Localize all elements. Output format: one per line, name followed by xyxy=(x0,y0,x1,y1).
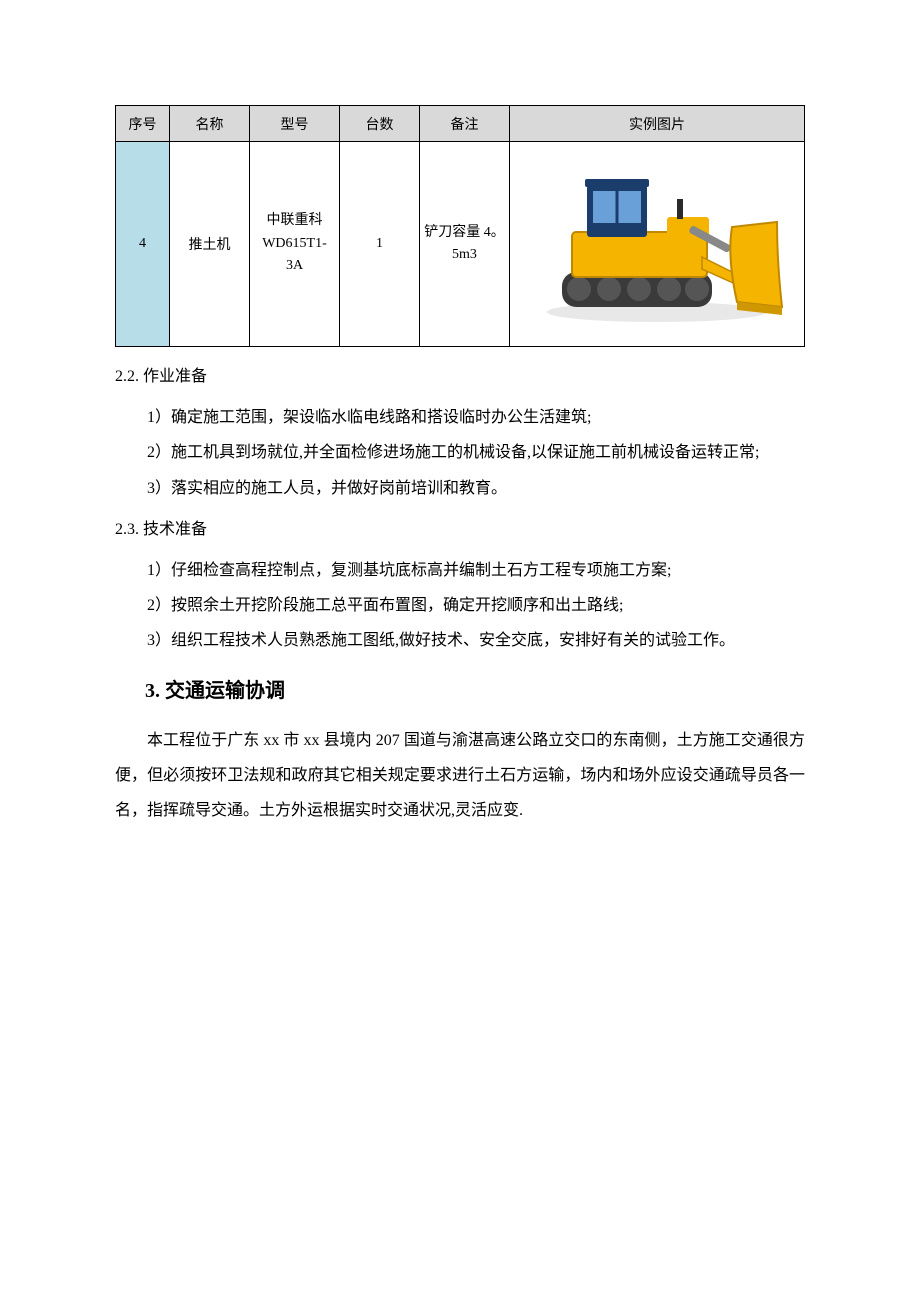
s23-item-3: 3）组织工程技术人员熟悉施工图纸,做好技术、安全交底，安排好有关的试验工作。 xyxy=(115,623,805,658)
s22-item-1: 1）确定施工范围，架设临水临电线路和搭设临时办公生活建筑; xyxy=(115,400,805,435)
bulldozer-icon xyxy=(527,157,787,327)
cell-index: 4 xyxy=(116,142,170,347)
th-name: 名称 xyxy=(170,106,250,142)
cell-remark: 铲刀容量 4。5m3 xyxy=(420,142,510,347)
cell-name: 推土机 xyxy=(170,142,250,347)
s3-body: 本工程位于广东 xx 市 xx 县境内 207 国道与渝湛高速公路立交口的东南侧… xyxy=(115,723,805,829)
heading-2-2: 2.2. 作业准备 xyxy=(115,359,805,394)
cell-image xyxy=(510,142,805,347)
cell-model: 中联重科WD615T1-3A xyxy=(250,142,340,347)
th-remark: 备注 xyxy=(420,106,510,142)
s23-item-2: 2）按照余土开挖阶段施工总平面布置图，确定开挖顺序和出土路线; xyxy=(115,588,805,623)
th-model: 型号 xyxy=(250,106,340,142)
s23-item-1: 1）仔细检查高程控制点，复测基坑底标高并编制土石方工程专项施工方案; xyxy=(115,553,805,588)
table-row: 4 推土机 中联重科WD615T1-3A 1 铲刀容量 4。5m3 xyxy=(116,142,805,347)
th-qty: 台数 xyxy=(340,106,420,142)
s22-item-2: 2）施工机具到场就位,并全面检修进场施工的机械设备,以保证施工前机械设备运转正常… xyxy=(115,435,805,470)
th-image: 实例图片 xyxy=(510,106,805,142)
cell-qty: 1 xyxy=(340,142,420,347)
th-index: 序号 xyxy=(116,106,170,142)
heading-2-3: 2.3. 技术准备 xyxy=(115,512,805,547)
table-header-row: 序号 名称 型号 台数 备注 实例图片 xyxy=(116,106,805,142)
equipment-table: 序号 名称 型号 台数 备注 实例图片 4 推土机 中联重科WD615T1-3A… xyxy=(115,105,805,347)
s22-item-3: 3）落实相应的施工人员，并做好岗前培训和教育。 xyxy=(115,471,805,506)
heading-3: 3. 交通运输协调 xyxy=(115,671,805,711)
